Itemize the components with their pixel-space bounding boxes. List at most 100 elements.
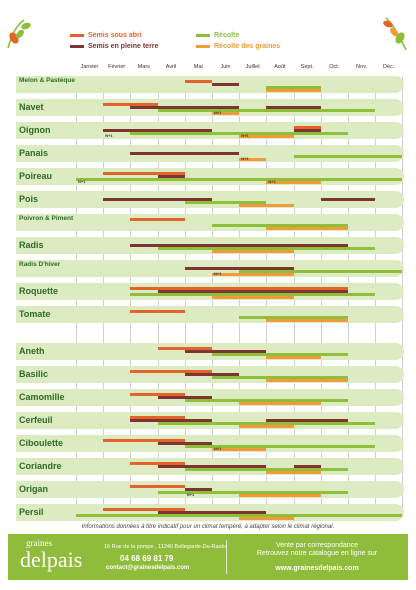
- period-bar-recolte: [130, 293, 376, 296]
- crop-name: Melon & Pastèque: [19, 77, 75, 84]
- crop-name: Poireau: [19, 171, 53, 181]
- period-bar-recolte-graines: [239, 158, 267, 161]
- period-bar-recolte: [239, 316, 348, 319]
- month-label: Juin: [220, 64, 231, 70]
- period-bar-semis-abri: [184, 80, 212, 83]
- period-bar-semis-abri: [130, 310, 185, 313]
- period-bar-semis-terre: [266, 106, 321, 109]
- crop-name: Tomate: [19, 309, 51, 319]
- period-bar-recolte: [76, 514, 403, 517]
- crop-name: Cerfeuil: [19, 415, 53, 425]
- period-bar-recolte-graines: [239, 517, 294, 520]
- next-year-note: N+1: [214, 446, 222, 451]
- period-bar-recolte: [184, 468, 348, 471]
- crop-name: Ciboulette: [19, 438, 63, 448]
- mail-order-line: Vente par correspondance: [275, 542, 359, 549]
- next-year-note: N+1: [268, 179, 276, 184]
- month-label: Février: [108, 64, 126, 70]
- crop-row: Camomille: [16, 389, 404, 406]
- period-bar-semis-abri: [157, 347, 212, 350]
- legend-swatch: [70, 45, 84, 48]
- period-bar-recolte-graines: [266, 319, 348, 322]
- crop-row: Radis: [16, 237, 404, 254]
- period-bar-recolte-graines: [266, 356, 321, 359]
- crop-name: Pois: [19, 194, 39, 204]
- next-year-note: N+1: [241, 156, 249, 161]
- period-bar-semis-terre: [157, 442, 212, 445]
- legend-recolte: Récolte: [196, 32, 239, 39]
- period-bar-recolte: [157, 491, 348, 494]
- month-label: Oct.: [329, 64, 340, 70]
- crop-name: Basilic: [19, 369, 49, 379]
- crop-name: Roquette: [19, 286, 58, 296]
- crop-name: Oignon: [19, 125, 51, 135]
- period-bar-semis-abri: [103, 439, 185, 442]
- phone: 04 68 69 81 79: [120, 554, 174, 563]
- legend-semis-terre: Semis en pleine terre: [70, 43, 158, 50]
- logo-small-text: graines: [26, 538, 52, 548]
- month-header: Janvier Février Mars Avril Mai Juin Juillet Aoû…: [76, 64, 400, 74]
- period-bar-semis-terre: [103, 198, 212, 201]
- crop-name: Coriandre: [19, 461, 62, 471]
- crop-name: Panais: [19, 148, 49, 158]
- email-link[interactable]: contact@grainesdelpais.com: [106, 565, 190, 571]
- month-label: Avril: [165, 64, 177, 70]
- info-note: Informations données à titre indicatif p…: [81, 524, 335, 530]
- period-bar-recolte: [212, 376, 348, 379]
- period-bar-semis-abri: [130, 416, 185, 419]
- crop-row: Tomate: [16, 306, 404, 323]
- period-bar-semis-terre: [130, 152, 240, 155]
- period-bar-semis-terre: [293, 129, 321, 132]
- legend-recolte-graines: Récolte des graines: [196, 43, 280, 50]
- legend-swatch: [196, 34, 210, 37]
- website-link[interactable]: www.grainesdelpais.com: [275, 565, 359, 572]
- month-label: Août: [274, 64, 286, 70]
- legend: Semis sous abri Semis en pleine terre Ré…: [70, 32, 290, 60]
- period-bar-semis-abri: [130, 462, 185, 465]
- period-bar-semis-terre: [157, 175, 185, 178]
- period-bar-recolte-graines: [239, 402, 321, 405]
- period-bar-semis-terre: [184, 373, 240, 376]
- period-bar-semis-abri: [293, 126, 321, 129]
- period-bar-recolte-graines: [212, 448, 267, 451]
- period-bar-recolte: [293, 155, 403, 158]
- period-bar-recolte-graines: [212, 112, 240, 115]
- period-bar-semis-terre: [157, 396, 212, 399]
- legend-label: Récolte: [214, 32, 240, 39]
- period-bar-semis-terre: [266, 419, 348, 422]
- period-bar-semis-terre: [184, 350, 267, 353]
- period-bar-recolte-graines: [212, 296, 294, 299]
- next-year-note: N+1: [78, 179, 86, 184]
- period-bar-recolte: [76, 178, 403, 181]
- period-bar-semis-abri: [130, 485, 185, 488]
- period-bar-recolte-graines: [239, 135, 294, 138]
- mail-order-text: Vente par correspondance Retrouvez notre…: [232, 542, 402, 558]
- crop-name: Origan: [19, 484, 49, 494]
- month-label: Déc.: [383, 64, 395, 70]
- next-year-note: N+1: [241, 133, 249, 138]
- month-label: Sept.: [300, 64, 314, 70]
- period-bar-semis-terre: [212, 83, 240, 86]
- legend-label: Semis sous abri: [88, 32, 142, 39]
- footer: graines delpais 16 Rue de la pompe , 112…: [8, 534, 408, 580]
- next-year-note: N+1: [105, 133, 113, 138]
- crop-row: Panais N+1: [16, 145, 404, 162]
- period-bar-recolte-graines: [266, 379, 348, 382]
- legend-swatch: [196, 45, 210, 48]
- month-label: Nov.: [356, 64, 367, 70]
- crop-row: Oignon N+1 N+1: [16, 122, 404, 139]
- logo-big-text: delpais: [20, 547, 83, 572]
- planting-calendar: Melon & Pastèque Navet N+1 Oignon N+1 N+1 Pana…: [0, 76, 416, 521]
- crop-row-band: [16, 168, 404, 185]
- period-bar-semis-terre: [184, 267, 294, 270]
- period-bar-semis-terre: [184, 488, 212, 491]
- period-bar-recolte: [157, 247, 376, 250]
- period-bar-semis-abri: [103, 172, 185, 175]
- crop-row: Coriandre: [16, 458, 404, 475]
- period-bar-recolte: [184, 445, 376, 448]
- logo: graines delpais: [18, 538, 100, 576]
- period-bar-recolte-graines: [212, 273, 294, 276]
- period-bar-recolte-graines: [212, 250, 294, 253]
- crop-name: Radis D'hiver: [19, 261, 61, 268]
- crop-name: Aneth: [19, 346, 45, 356]
